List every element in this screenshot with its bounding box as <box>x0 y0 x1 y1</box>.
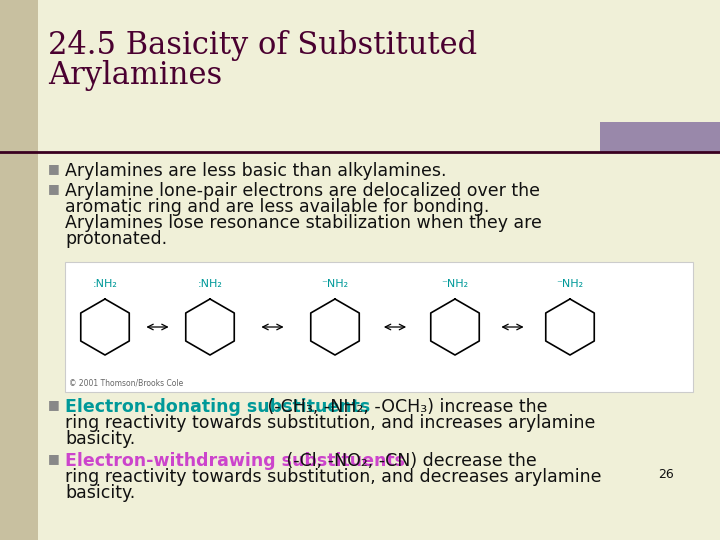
FancyBboxPatch shape <box>65 262 693 392</box>
Text: Arylamines lose resonance stabilization when they are: Arylamines lose resonance stabilization … <box>65 214 542 232</box>
Text: ⁻NH₂: ⁻NH₂ <box>557 279 584 289</box>
Text: ring reactivity towards substitution, and increases arylamine: ring reactivity towards substitution, an… <box>65 414 595 432</box>
Text: :NH₂: :NH₂ <box>93 279 117 289</box>
Text: Arylamines: Arylamines <box>48 60 222 91</box>
Text: ring reactivity towards substitution, and decreases arylamine: ring reactivity towards substitution, an… <box>65 468 601 486</box>
Text: 24.5 Basicity of Substituted: 24.5 Basicity of Substituted <box>48 30 477 61</box>
Text: © 2001 Thomson/Brooks Cole: © 2001 Thomson/Brooks Cole <box>69 378 184 387</box>
Text: Electron-donating substituents: Electron-donating substituents <box>65 398 370 416</box>
Text: ■: ■ <box>48 182 60 195</box>
Text: (-CH₃, -NH₂, -OCH₃) increase the: (-CH₃, -NH₂, -OCH₃) increase the <box>261 398 547 416</box>
Text: ■: ■ <box>48 398 60 411</box>
Text: Arylamine lone-pair electrons are delocalized over the: Arylamine lone-pair electrons are deloca… <box>65 182 540 200</box>
Text: ⁻NH₂: ⁻NH₂ <box>321 279 348 289</box>
Text: basicity.: basicity. <box>65 430 135 448</box>
Text: (-Cl, -NO₂, -CN) decrease the: (-Cl, -NO₂, -CN) decrease the <box>281 452 537 470</box>
Text: protonated.: protonated. <box>65 230 167 248</box>
Text: :NH₂: :NH₂ <box>197 279 222 289</box>
Text: aromatic ring and are less available for bonding.: aromatic ring and are less available for… <box>65 198 490 216</box>
Text: Electron-withdrawing substituents: Electron-withdrawing substituents <box>65 452 405 470</box>
FancyBboxPatch shape <box>600 122 720 152</box>
FancyBboxPatch shape <box>0 0 38 540</box>
Text: 26: 26 <box>658 468 674 481</box>
Text: ■: ■ <box>48 162 60 175</box>
Text: basicity.: basicity. <box>65 484 135 502</box>
Text: ⁻NH₂: ⁻NH₂ <box>441 279 469 289</box>
Text: ■: ■ <box>48 452 60 465</box>
Text: Arylamines are less basic than alkylamines.: Arylamines are less basic than alkylamin… <box>65 162 446 180</box>
